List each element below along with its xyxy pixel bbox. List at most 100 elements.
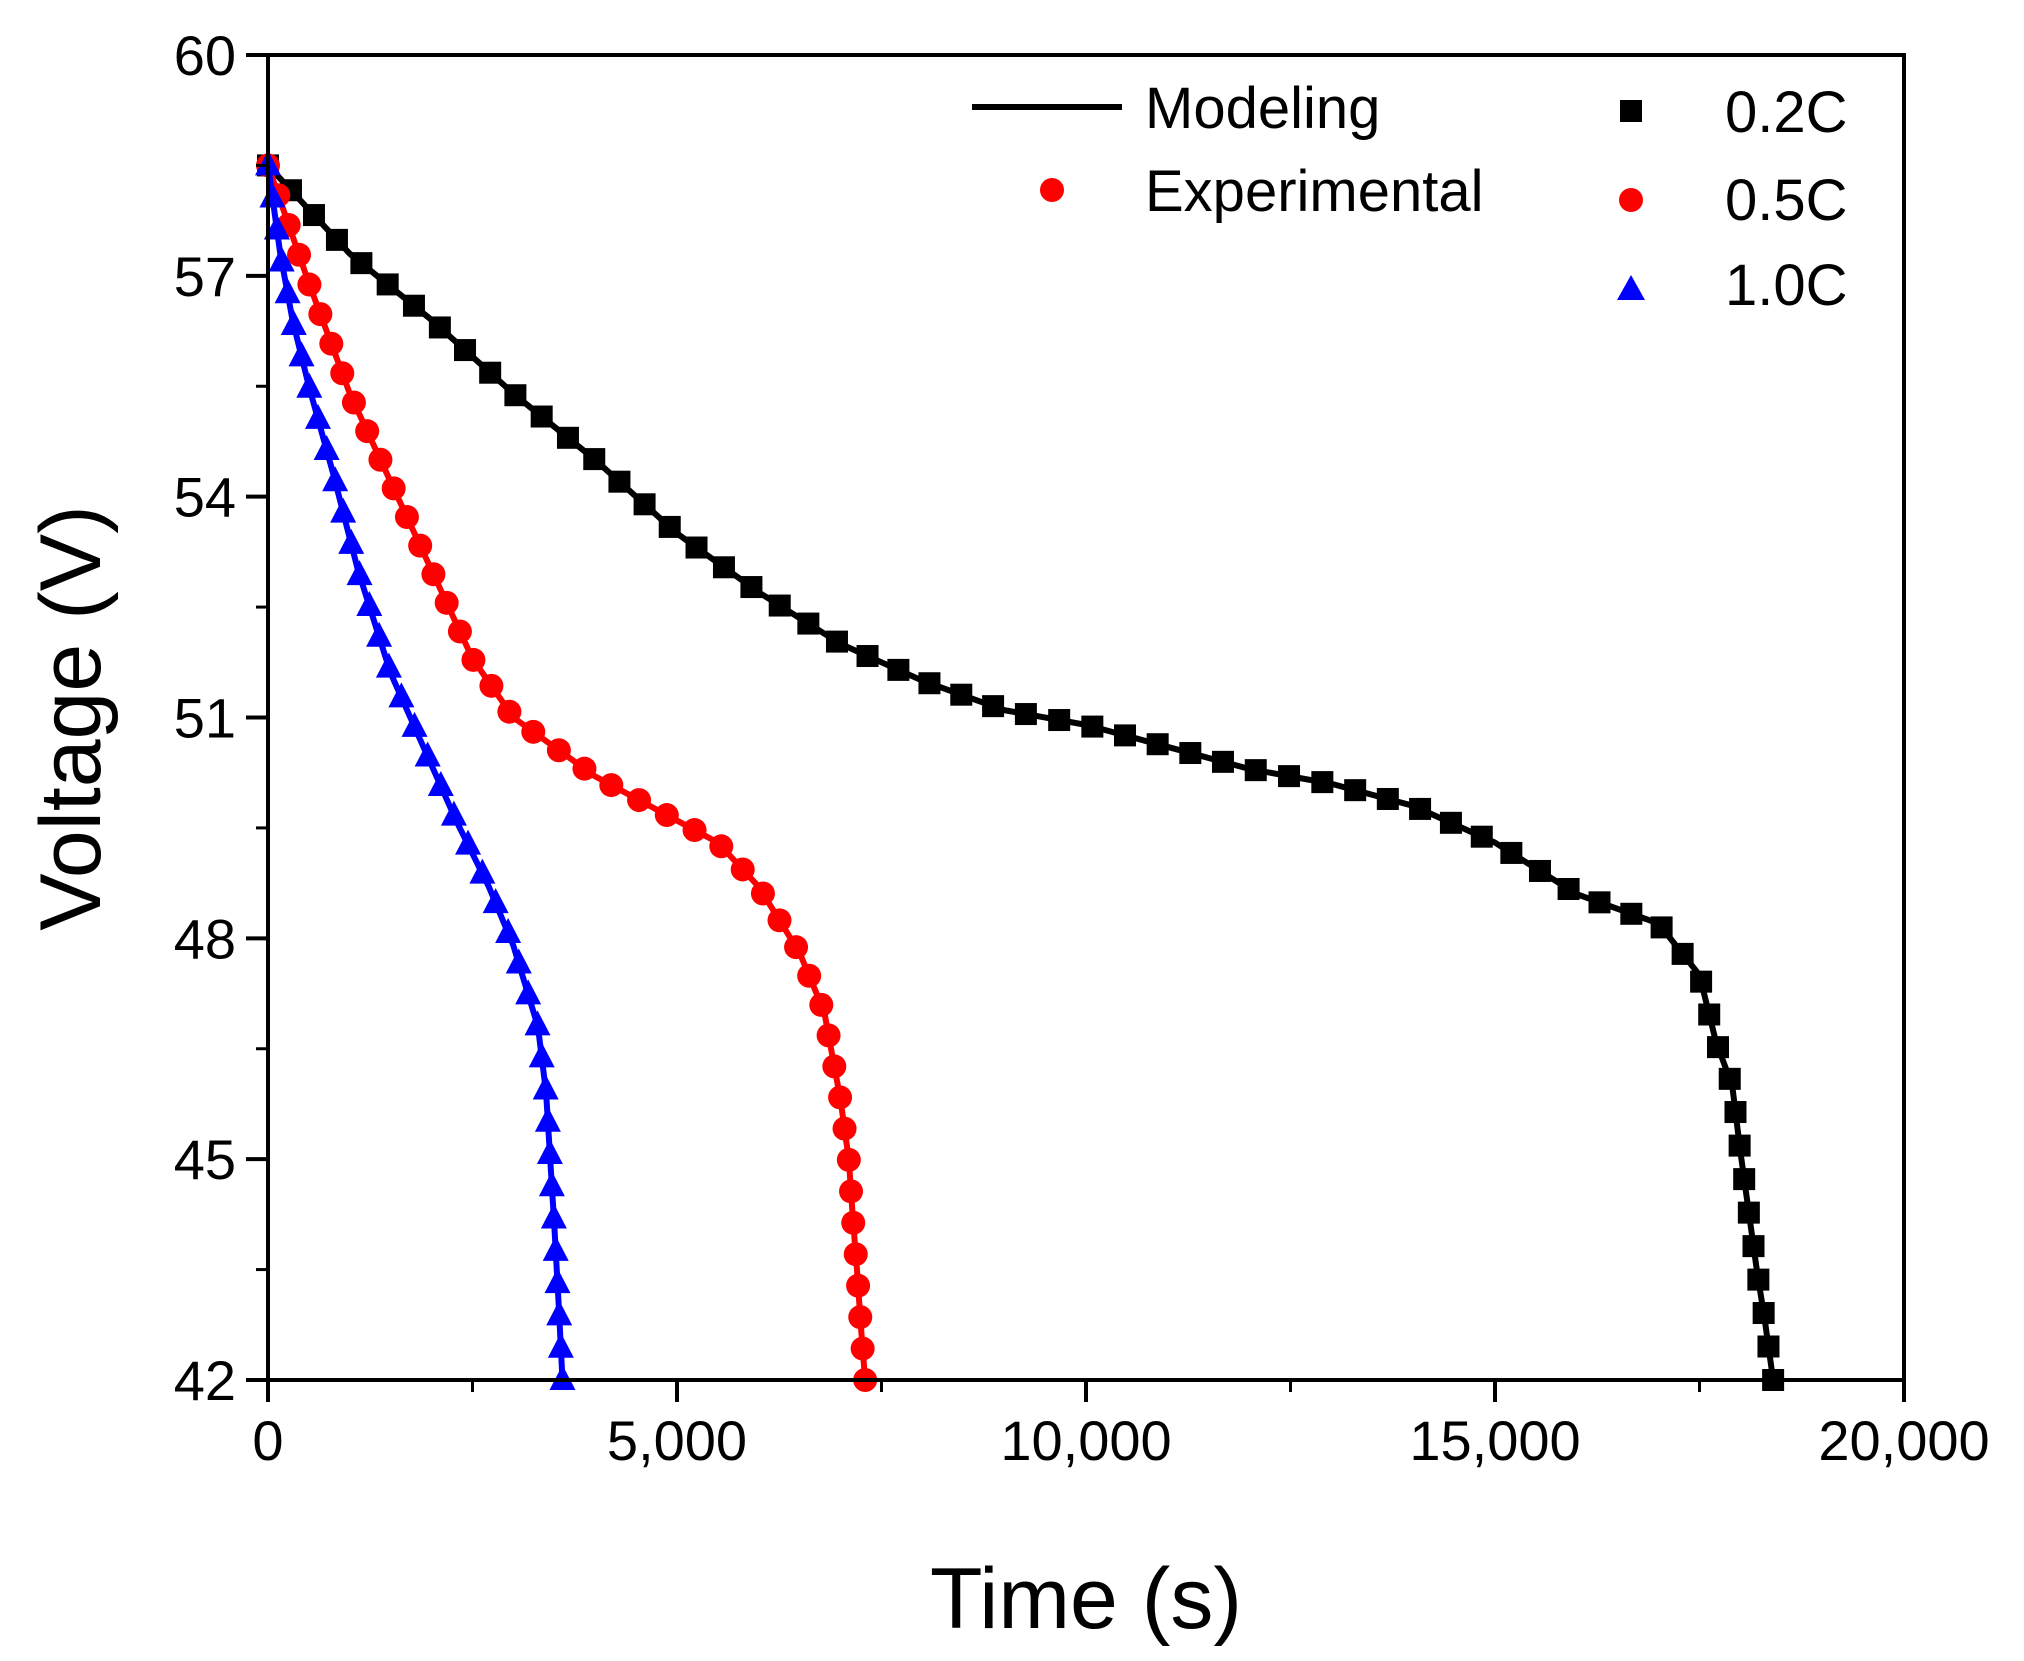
data-point	[350, 252, 373, 275]
data-point	[530, 405, 553, 428]
data-point	[797, 963, 822, 988]
data-point	[1179, 742, 1202, 765]
data-point	[1757, 1335, 1780, 1358]
x-tick-label: 15,000	[1409, 1409, 1580, 1472]
data-point	[440, 800, 467, 826]
data-point	[549, 1365, 576, 1390]
data-point	[918, 672, 941, 695]
data-point	[538, 1171, 565, 1197]
data-point	[887, 658, 910, 681]
data-point	[599, 773, 624, 798]
data-point	[341, 390, 366, 415]
data-point	[809, 992, 834, 1017]
data-point	[515, 979, 542, 1005]
data-point	[1311, 771, 1334, 794]
data-point	[376, 273, 399, 296]
data-point	[428, 316, 451, 339]
data-point	[768, 594, 791, 617]
data-point	[338, 528, 365, 554]
data-point	[287, 242, 312, 267]
data-point	[302, 204, 325, 227]
data-point	[388, 682, 415, 708]
data-point	[421, 562, 446, 587]
data-point	[447, 619, 472, 644]
x-tick-label: 5,000	[607, 1409, 747, 1472]
data-point	[1146, 733, 1169, 756]
data-point	[1742, 1235, 1765, 1258]
legend-experimental-marker	[1040, 178, 1064, 202]
data-point	[461, 647, 486, 672]
data-point	[1752, 1302, 1775, 1325]
data-point	[627, 788, 652, 813]
data-point	[843, 1242, 868, 1267]
data-point	[730, 857, 755, 882]
data-point	[482, 888, 509, 914]
data-point	[427, 771, 454, 797]
data-point	[822, 1054, 847, 1079]
model-line-05c	[265, 164, 869, 1381]
data-point	[1733, 1168, 1756, 1191]
data-point	[583, 448, 606, 471]
data-point	[402, 294, 425, 317]
data-point	[263, 214, 290, 240]
data-point	[1620, 902, 1643, 925]
data-point	[950, 683, 973, 706]
data-point	[1747, 1268, 1770, 1291]
data-point	[1278, 765, 1301, 788]
data-point	[497, 699, 522, 724]
data-point	[1528, 859, 1551, 882]
data-point	[381, 476, 406, 501]
data-point	[479, 673, 504, 698]
data-point	[546, 738, 571, 763]
series-05c	[256, 153, 878, 1392]
y-tick-label: 45	[174, 1128, 236, 1191]
y-axis-title: Voltage (V)	[23, 505, 119, 930]
data-point	[1409, 797, 1432, 820]
data-point	[1439, 811, 1462, 834]
data-point	[1737, 1201, 1760, 1224]
data-point	[839, 1179, 864, 1204]
data-point	[521, 719, 546, 744]
y-tick-label: 51	[174, 687, 236, 750]
data-point	[375, 652, 402, 678]
data-point	[546, 1300, 573, 1326]
data-point	[685, 536, 708, 559]
data-point	[767, 908, 792, 933]
axes-layer: 0 5,000 10,000 15,000 20,000 42 45 48 51 54 57 60	[174, 24, 1990, 1472]
data-point	[319, 331, 344, 356]
data-point	[346, 560, 373, 586]
legend-0.5c-marker	[1619, 188, 1643, 212]
data-point	[1724, 1101, 1747, 1124]
data-point	[1470, 825, 1493, 848]
data-point	[850, 1336, 875, 1361]
data-point	[658, 515, 681, 538]
data-point	[322, 466, 349, 492]
series-10c	[255, 150, 576, 1390]
data-point	[408, 533, 433, 558]
data-point	[504, 384, 527, 407]
y-tick-label: 42	[174, 1349, 236, 1412]
data-point	[1728, 1134, 1751, 1157]
data-point	[296, 372, 323, 398]
data-point	[572, 756, 597, 781]
data-point	[1690, 970, 1713, 993]
legend-0.5c-label: 0.5C	[1725, 168, 1848, 233]
data-point	[1706, 1036, 1729, 1059]
data-point	[682, 818, 707, 843]
data-point	[528, 1042, 555, 1068]
y-tick-label: 54	[174, 466, 236, 529]
data-point	[846, 1273, 871, 1298]
data-point	[434, 590, 459, 615]
legend-0.2c-label: 0.2C	[1725, 80, 1848, 145]
data-point	[505, 948, 532, 974]
data-point	[308, 302, 333, 327]
data-point	[1081, 715, 1104, 738]
data-point	[1698, 1003, 1721, 1026]
data-point	[268, 246, 295, 272]
data-point	[479, 361, 502, 384]
data-point	[556, 426, 579, 449]
data-point	[1211, 750, 1234, 773]
data-point	[1048, 709, 1071, 732]
series-layer	[255, 150, 1785, 1392]
